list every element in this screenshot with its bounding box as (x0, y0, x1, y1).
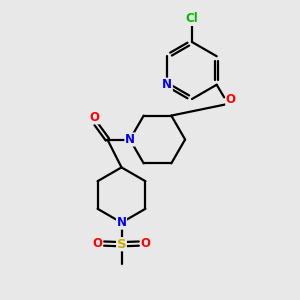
Text: O: O (92, 237, 103, 250)
Text: N: N (162, 78, 172, 91)
Text: O: O (140, 237, 151, 250)
Text: Cl: Cl (186, 12, 198, 26)
Text: S: S (117, 238, 126, 251)
Text: O: O (226, 93, 236, 106)
Text: O: O (89, 111, 100, 124)
Text: N: N (116, 216, 127, 229)
Text: N: N (125, 133, 135, 146)
